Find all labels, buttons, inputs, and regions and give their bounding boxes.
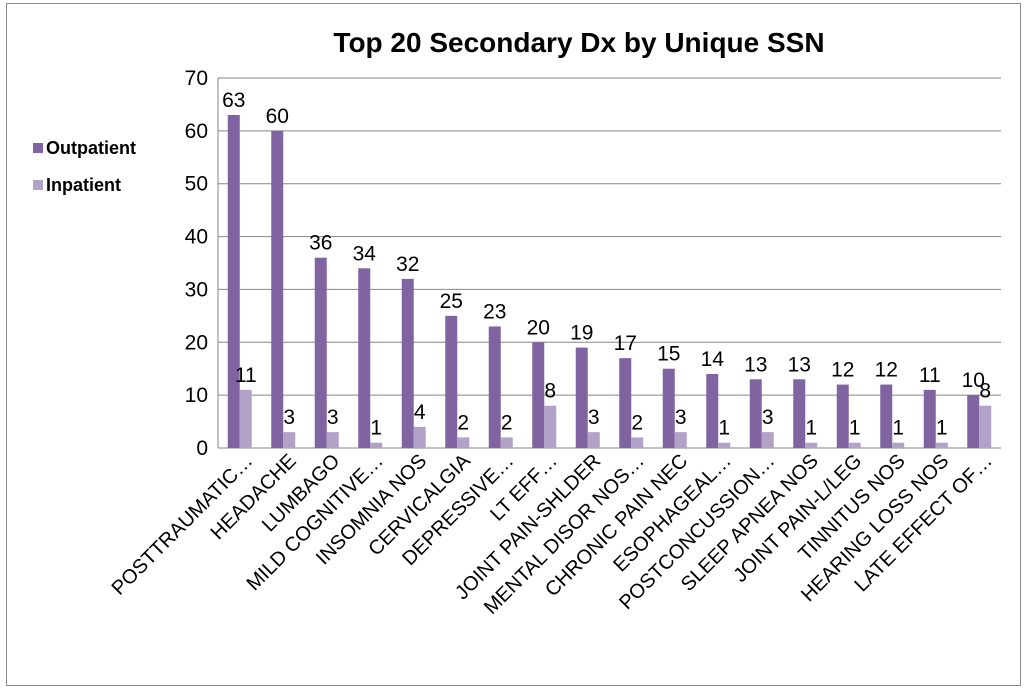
legend-label-inpatient: Inpatient — [46, 175, 121, 195]
outpatient-bar — [575, 347, 588, 448]
inpatient-bar — [239, 389, 252, 448]
outpatient-data-label: 12 — [875, 359, 898, 382]
chart-frame: Top 20 Secondary Dx by Unique SSN 0 10 20 3… — [6, 3, 1021, 686]
legend-label-outpatient: Outpatient — [46, 138, 136, 158]
inpatient-bar — [848, 442, 861, 448]
legend: Outpatient Inpatient — [33, 138, 136, 195]
inpatient-bar — [500, 437, 513, 448]
outpatient-bar — [488, 326, 501, 448]
outpatient-bar — [880, 384, 893, 448]
outpatient-bar — [532, 342, 545, 448]
inpatient-data-label: 3 — [675, 406, 687, 429]
legend-swatch-inpatient — [33, 180, 43, 190]
outpatient-bar — [749, 379, 762, 448]
outpatient-data-label: 19 — [570, 322, 593, 345]
outpatient-data-label: 17 — [614, 332, 637, 355]
inpatient-bar — [544, 405, 557, 448]
inpatient-bar — [413, 426, 426, 448]
inpatient-bar — [892, 442, 905, 448]
inpatient-bar — [587, 432, 600, 448]
inpatient-data-label: 8 — [979, 380, 991, 403]
outpatient-data-label: 12 — [831, 359, 854, 382]
inpatient-bar — [805, 442, 818, 448]
outpatient-bar — [227, 115, 240, 448]
outpatient-bar — [619, 358, 632, 448]
outpatient-data-label: 14 — [701, 348, 725, 371]
inpatient-data-label: 1 — [892, 417, 904, 440]
y-axis-ticks: 0 10 20 30 40 50 60 70 — [185, 67, 208, 460]
inpatient-data-label: 2 — [457, 411, 469, 434]
bar-chart: Top 20 Secondary Dx by Unique SSN 0 10 20 3… — [33, 27, 1001, 619]
outpatient-data-label: 34 — [353, 242, 377, 265]
inpatient-data-label: 1 — [849, 417, 861, 440]
y-tick-label: 60 — [185, 120, 208, 143]
inpatient-data-label: 3 — [283, 406, 295, 429]
chart-title: Top 20 Secondary Dx by Unique SSN — [333, 27, 824, 58]
inpatient-bar — [370, 442, 383, 448]
inpatient-bar — [283, 432, 296, 448]
inpatient-data-label: 3 — [588, 406, 600, 429]
inpatient-data-label: 1 — [805, 417, 817, 440]
outpatient-bar — [271, 130, 284, 448]
inpatient-bar — [326, 432, 339, 448]
inpatient-data-label: 2 — [631, 411, 643, 434]
gridlines — [217, 77, 1001, 449]
inpatient-bar — [457, 437, 470, 448]
inpatient-bar — [674, 432, 687, 448]
inpatient-data-label: 11 — [235, 364, 257, 387]
outpatient-data-label: 32 — [396, 253, 419, 276]
outpatient-bar — [836, 384, 849, 448]
outpatient-data-label: 11 — [919, 364, 941, 387]
outpatient-data-label: 15 — [657, 343, 680, 366]
inpatient-bar — [935, 442, 948, 448]
outpatient-bar — [662, 368, 675, 448]
y-tick-label: 70 — [185, 67, 208, 90]
outpatient-bar — [967, 395, 980, 448]
y-tick-label: 0 — [196, 437, 208, 460]
y-tick-label: 50 — [185, 173, 208, 196]
outpatient-data-label: 13 — [788, 353, 811, 376]
outpatient-data-label: 63 — [222, 89, 245, 112]
y-tick-label: 30 — [185, 278, 208, 301]
outpatient-data-label: 10 — [962, 369, 985, 392]
inpatient-data-label: 8 — [544, 380, 556, 403]
inpatient-data-label: 4 — [414, 401, 426, 424]
outpatient-bar — [358, 268, 371, 448]
outpatient-data-label: 25 — [440, 290, 463, 313]
y-tick-label: 20 — [185, 331, 208, 354]
inpatient-data-label: 1 — [370, 417, 382, 440]
outpatient-bar — [793, 379, 806, 448]
inpatient-bar — [761, 432, 774, 448]
legend-swatch-outpatient — [33, 143, 43, 153]
outpatient-bar — [401, 278, 414, 448]
outpatient-bar — [445, 315, 458, 448]
outpatient-bar — [706, 374, 719, 448]
inpatient-data-label: 1 — [718, 417, 730, 440]
inpatient-bar — [718, 442, 731, 448]
inpatient-bar — [979, 405, 992, 448]
bars — [227, 115, 992, 448]
inpatient-data-label: 1 — [936, 417, 948, 440]
data-labels: 6311603363341324252232208193172153141133… — [222, 89, 991, 440]
outpatient-data-label: 23 — [483, 300, 506, 323]
inpatient-data-label: 3 — [762, 406, 774, 429]
outpatient-data-label: 60 — [266, 105, 289, 128]
outpatient-data-label: 20 — [527, 316, 550, 339]
inpatient-data-label: 2 — [501, 411, 513, 434]
y-tick-label: 10 — [185, 384, 208, 407]
inpatient-data-label: 3 — [327, 406, 339, 429]
y-tick-label: 40 — [185, 226, 208, 249]
outpatient-data-label: 13 — [744, 353, 767, 376]
outpatient-data-label: 36 — [309, 232, 332, 255]
outpatient-bar — [923, 389, 936, 448]
outpatient-bar — [314, 257, 327, 448]
inpatient-bar — [631, 437, 644, 448]
